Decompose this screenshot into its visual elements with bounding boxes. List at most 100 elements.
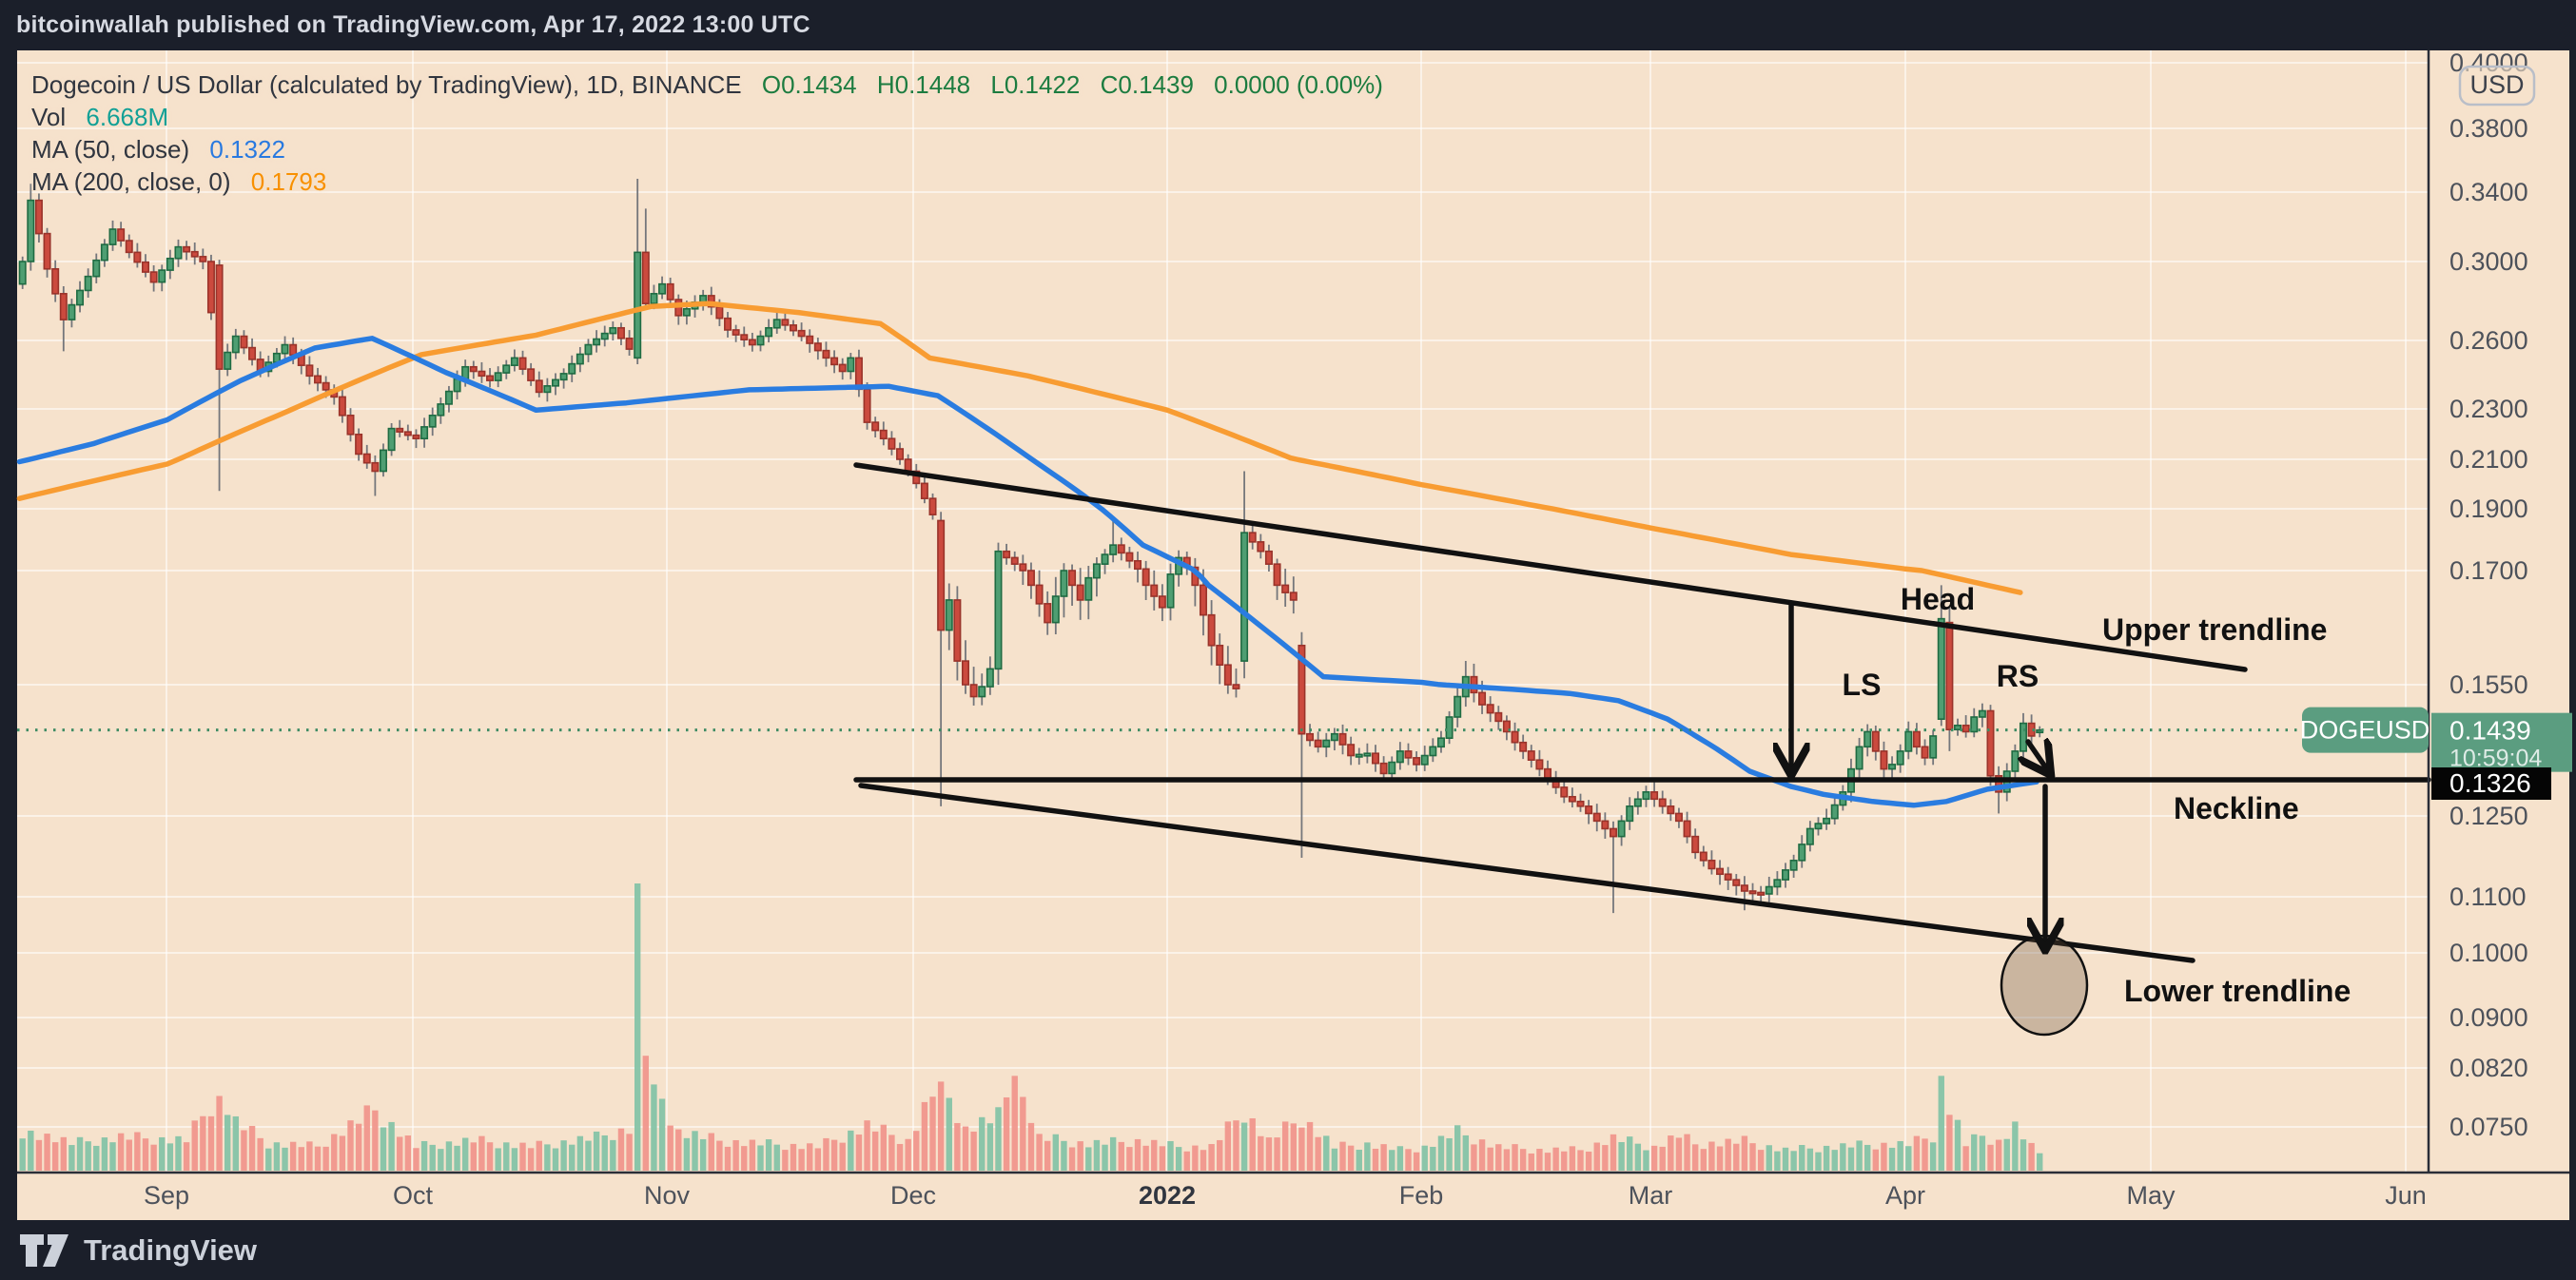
volume-bar (1847, 1147, 1855, 1171)
candle-body (224, 351, 232, 370)
volume-bar (1208, 1144, 1215, 1171)
volume-bar (1290, 1123, 1297, 1171)
volume-bar (1708, 1141, 1715, 1171)
time-tick-label: Oct (393, 1181, 434, 1210)
volume-bar (363, 1105, 370, 1171)
volume-bar (1003, 1096, 1010, 1171)
volume-bar (454, 1145, 460, 1171)
candle-body (576, 353, 584, 365)
candle-body (1560, 786, 1569, 798)
volume-bar (44, 1134, 50, 1171)
candle-body (986, 668, 994, 688)
candle-body (1035, 584, 1044, 605)
volume-bar (306, 1141, 313, 1171)
candle-body (1658, 798, 1667, 807)
volume-bar (2012, 1121, 2019, 1171)
candle-body (1519, 741, 1528, 752)
volume-bar (1192, 1145, 1199, 1171)
volume-bar (2020, 1139, 2027, 1171)
volume-bar (35, 1139, 43, 1171)
volume-bar (331, 1134, 338, 1171)
volume-bar (93, 1145, 100, 1171)
volume-bar (1011, 1076, 1018, 1171)
candle-body (199, 256, 207, 262)
volume-bar (946, 1097, 952, 1171)
legend-volume-row: Vol 6.668M (31, 101, 1383, 133)
volume-bar (1052, 1134, 1060, 1171)
candle-body (953, 599, 962, 662)
candle-body (937, 519, 946, 631)
candle-body (1511, 730, 1519, 744)
candle-body (437, 403, 445, 417)
volume-bar (85, 1141, 91, 1171)
candle-body (92, 259, 101, 278)
candle-body (1568, 795, 1576, 803)
tradingview-logo-icon[interactable] (19, 1233, 70, 1268)
candle-body (1076, 584, 1084, 601)
annotation-head: Head (1901, 582, 1975, 616)
volume-bar (798, 1149, 805, 1171)
candle-body (142, 261, 150, 273)
volume-bar (1946, 1115, 1953, 1171)
lower-trendline[interactable] (858, 783, 2195, 963)
volume-bar (298, 1147, 304, 1171)
currency-button-label[interactable]: USD (2469, 70, 2524, 99)
volume-bar (683, 1137, 691, 1171)
volume-bar (1774, 1151, 1781, 1171)
candle-body (1232, 684, 1240, 689)
candle-body (772, 319, 781, 329)
volume-bar (413, 1148, 420, 1171)
pattern-drawings: Head LS RS Upper trendline Neckline Lower tre… (853, 462, 2431, 1037)
candle-body (108, 228, 117, 245)
candle-body (1142, 568, 1150, 587)
breakdown-arrow[interactable] (2028, 742, 2049, 772)
candle-body (1240, 532, 1249, 662)
volume-bar (1650, 1145, 1658, 1171)
volume-bar (1888, 1147, 1896, 1171)
candle-body (1413, 757, 1421, 766)
candle-body (838, 363, 847, 373)
candle-body (1527, 750, 1535, 761)
price-tick-label: 0.1100 (2449, 882, 2527, 911)
candle-body (1068, 570, 1077, 587)
candle-body (1289, 592, 1298, 601)
tradingview-brand-text[interactable]: TradingView (84, 1232, 258, 1267)
ma200-value: 0.1793 (250, 167, 327, 196)
symbol-badge: DOGEUSD (2300, 707, 2430, 753)
currency-button-box[interactable] (2458, 65, 2536, 107)
candle-body (551, 378, 559, 387)
neckline-price-badge: 0.1326 (2431, 767, 2551, 800)
candle-body (1699, 851, 1708, 862)
candle-body (1454, 695, 1462, 718)
volume-bar (1512, 1144, 1518, 1171)
candle-body (289, 343, 298, 357)
volume-bar (699, 1138, 707, 1171)
volume-bar (142, 1138, 149, 1171)
volume-bar (397, 1136, 403, 1171)
volume-bar (724, 1146, 732, 1171)
candle-body (756, 335, 765, 346)
upper-trendline[interactable] (853, 462, 2248, 672)
volume-bar (1183, 1151, 1190, 1171)
candle-body (1724, 873, 1732, 881)
volume-bar (1265, 1137, 1273, 1171)
candle-body (469, 365, 478, 373)
candle-body (338, 396, 346, 417)
target-circle[interactable] (2000, 934, 2089, 1037)
candle-body (18, 261, 27, 285)
time-tick-label: Mar (1629, 1181, 1673, 1210)
candle-body (206, 261, 215, 314)
time-axis[interactable]: Sep Oct Nov Dec 2022 Feb Mar Apr May Jun (144, 1181, 2427, 1210)
currency-button[interactable]: USD (2458, 65, 2536, 107)
current-price-value: 0.1439 (2449, 716, 2531, 746)
candle-body (600, 332, 609, 340)
candle-body (1264, 550, 1273, 565)
volume-bar (1659, 1146, 1666, 1171)
candle-body (945, 599, 953, 631)
candle-body (609, 326, 617, 335)
candle-body (117, 228, 126, 242)
symbol-title: Dogecoin / US Dollar (calculated by Trad… (31, 70, 742, 99)
candle-body (355, 433, 363, 456)
volume-bar (445, 1141, 453, 1171)
